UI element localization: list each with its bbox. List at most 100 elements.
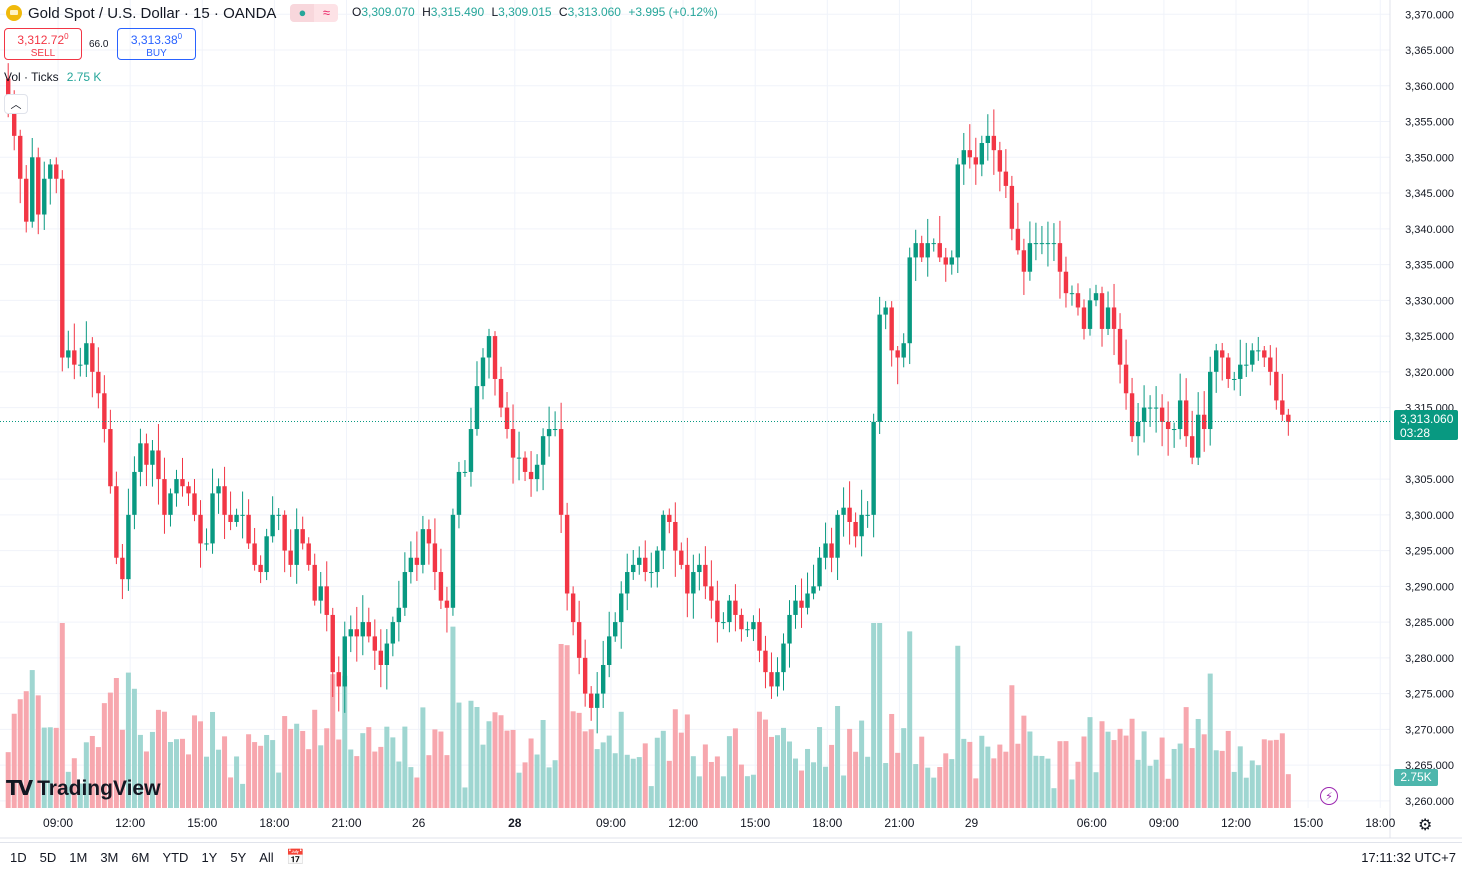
volume-bar — [642, 743, 648, 808]
price-tick-label: 3,335.000 — [1405, 260, 1454, 272]
lightning-icon[interactable]: ⚡ — [1320, 787, 1338, 805]
range-3m[interactable]: 3M — [100, 850, 119, 865]
candle-body — [751, 622, 756, 630]
candle-body — [787, 614, 792, 644]
candle-body — [234, 514, 239, 522]
candle-body — [703, 564, 708, 587]
candle-body — [619, 593, 624, 623]
range-1m[interactable]: 1M — [69, 850, 88, 865]
volume-bar — [59, 623, 65, 808]
volume-bar — [149, 731, 155, 808]
candle-body — [558, 429, 564, 515]
volume-bar — [618, 711, 624, 808]
collapse-legend-button[interactable]: ︿ — [4, 94, 28, 114]
price-tick-label: 3,270.000 — [1405, 724, 1454, 736]
candle-body — [576, 622, 582, 658]
volume-bar — [1069, 779, 1075, 808]
volume-bar — [204, 756, 210, 808]
volume-bars — [5, 623, 1291, 808]
last-price-value: 3,313.060 — [1400, 412, 1454, 426]
chevron-up-icon: ︿ — [10, 99, 22, 111]
candle-body — [973, 157, 979, 165]
candle-body — [793, 600, 798, 615]
candle-body — [378, 650, 384, 665]
price-axis[interactable]: 3,370.000 3,365.000 3,360.000 3,355.000 3,35… — [1405, 9, 1454, 808]
clock[interactable]: 17:11:32 UTC+7 — [1361, 850, 1456, 865]
candle-body — [330, 614, 335, 673]
volume-bar — [841, 775, 847, 808]
range-5d[interactable]: 5D — [39, 850, 57, 865]
time-tick-label: 18:00 — [259, 816, 289, 830]
candle-body — [1105, 307, 1111, 329]
volume-bar — [29, 670, 35, 808]
range-ytd[interactable]: YTD — [162, 850, 189, 865]
volume-bar — [1033, 755, 1039, 808]
time-tick-label: 15:00 — [187, 816, 217, 830]
dot-icon[interactable]: ● — [290, 4, 315, 22]
volume-bar — [342, 675, 348, 808]
volume-bar — [678, 732, 684, 808]
candle-body — [18, 135, 23, 179]
symbol-title[interactable]: Gold Spot / U.S. Dollar · 15 · OANDA — [28, 4, 277, 22]
candle-body — [1274, 371, 1279, 401]
volume-bar — [799, 770, 805, 808]
volume-bar — [5, 752, 11, 808]
volume-bar — [390, 737, 396, 808]
candle-body — [829, 543, 834, 558]
wave-icon[interactable]: ≈ — [314, 4, 339, 22]
buy-label: BUY — [146, 48, 167, 59]
volume-bar — [859, 720, 865, 808]
close-value: 3,313.060 — [567, 5, 621, 19]
volume-bar — [949, 759, 955, 808]
buy-button[interactable]: 3,313.380 BUY — [117, 28, 196, 60]
candle-body — [516, 457, 522, 459]
candle-body — [420, 529, 426, 565]
volume-bar — [101, 703, 107, 808]
candle-body — [372, 636, 378, 651]
candle-body — [348, 629, 353, 637]
candle-body — [1280, 400, 1285, 415]
candle-body — [631, 564, 636, 573]
candle-body — [276, 514, 281, 516]
candle-body — [1033, 243, 1039, 245]
volume-bar — [396, 761, 402, 808]
candle-body — [90, 343, 95, 372]
candle-body — [1069, 293, 1075, 295]
price-tick-label: 3,365.000 — [1405, 45, 1454, 57]
candle-body — [240, 514, 245, 516]
candle-body — [570, 593, 576, 623]
time-axis[interactable]: 09:00 12:00 15:00 18:00 21:00 26 28 09:00 12:00 1… — [43, 816, 1396, 830]
range-1d[interactable]: 1D — [10, 850, 27, 865]
volume-bar — [943, 753, 949, 808]
calendar-icon[interactable]: 📅 — [286, 849, 305, 866]
candle-body — [883, 307, 888, 315]
range-6m[interactable]: 6M — [131, 850, 150, 865]
volume-bar — [264, 734, 270, 808]
candle-body — [498, 378, 504, 408]
volume-bar — [1171, 748, 1177, 808]
range-1y[interactable]: 1Y — [201, 850, 218, 865]
tradingview-logo[interactable]: 𝗧𝗩 TradingView — [6, 776, 160, 801]
candle-body — [1286, 414, 1291, 422]
gear-icon[interactable]: ⚙ — [1418, 817, 1433, 834]
candle-body — [198, 514, 203, 544]
volume-bar — [468, 700, 474, 808]
candle-body — [985, 135, 991, 144]
candle-body — [967, 150, 972, 158]
volume-bar — [492, 712, 498, 808]
sell-button[interactable]: 3,312.720 SELL — [4, 28, 82, 60]
candle-body — [168, 493, 173, 515]
time-tick-label: 09:00 — [43, 816, 73, 830]
candle-body — [504, 407, 510, 430]
sell-label: SELL — [30, 48, 56, 59]
range-5y[interactable]: 5Y — [230, 850, 247, 865]
candle-body — [1027, 243, 1033, 272]
volume-legend[interactable]: Vol · Ticks 2.75 K — [4, 70, 101, 84]
indicator-pills[interactable]: ● ≈ — [290, 4, 339, 22]
range-all[interactable]: All — [259, 850, 274, 865]
range-selector: 1D 5D 1M 3M 6M YTD 1Y 5Y All — [10, 850, 274, 865]
candle-body — [1153, 407, 1159, 409]
volume-bar — [306, 749, 312, 808]
volume-bar — [432, 729, 438, 808]
